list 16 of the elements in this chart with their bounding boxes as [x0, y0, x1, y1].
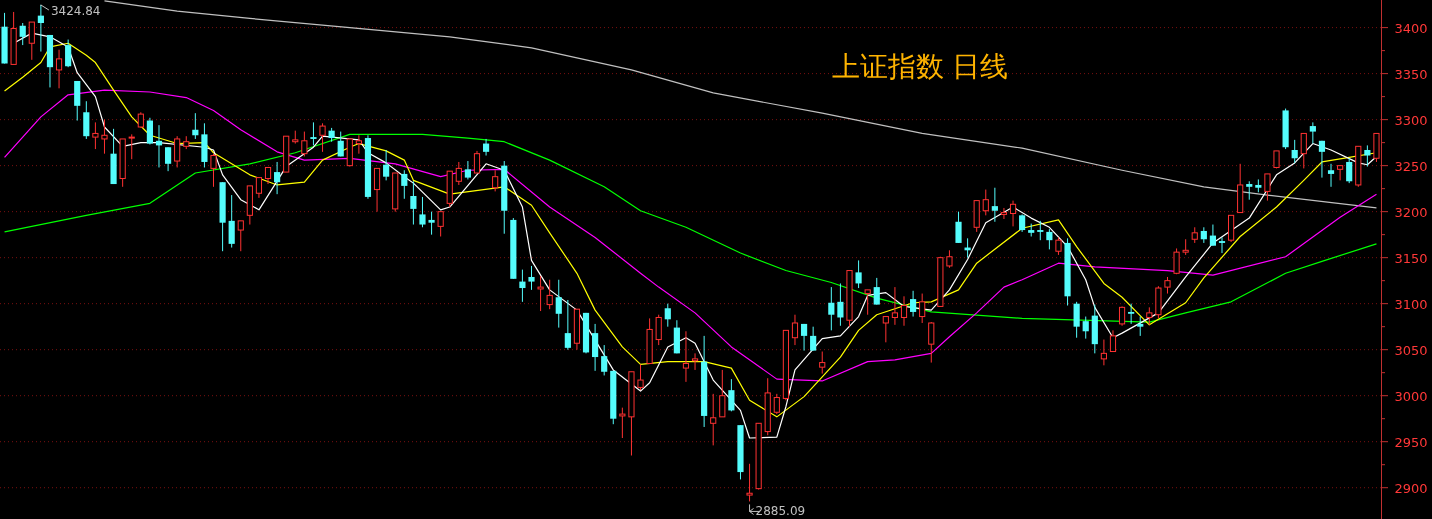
annotation: 3424.84: [50, 4, 101, 18]
annotation: 2885.09: [755, 504, 806, 519]
y-tick-label: 3200: [1394, 204, 1428, 220]
y-tick-label: 2900: [1394, 480, 1428, 496]
y-tick-label: 3000: [1394, 388, 1428, 404]
y-tick-label: 3250: [1394, 158, 1428, 174]
annotation: 2885.09: [749, 503, 806, 519]
y-tick-label: 3050: [1394, 342, 1428, 358]
y-tick-label: 2950: [1394, 434, 1428, 450]
y-tick-label: 3400: [1394, 20, 1428, 36]
y-tick-label: 3300: [1394, 112, 1428, 128]
title: 上证指数 日线: [831, 50, 1009, 83]
y-tick-label: 3350: [1394, 66, 1428, 82]
annotation: 3424.84: [40, 4, 101, 18]
y-tick-label: 3100: [1394, 296, 1428, 312]
y-tick-label: 3150: [1394, 250, 1428, 266]
